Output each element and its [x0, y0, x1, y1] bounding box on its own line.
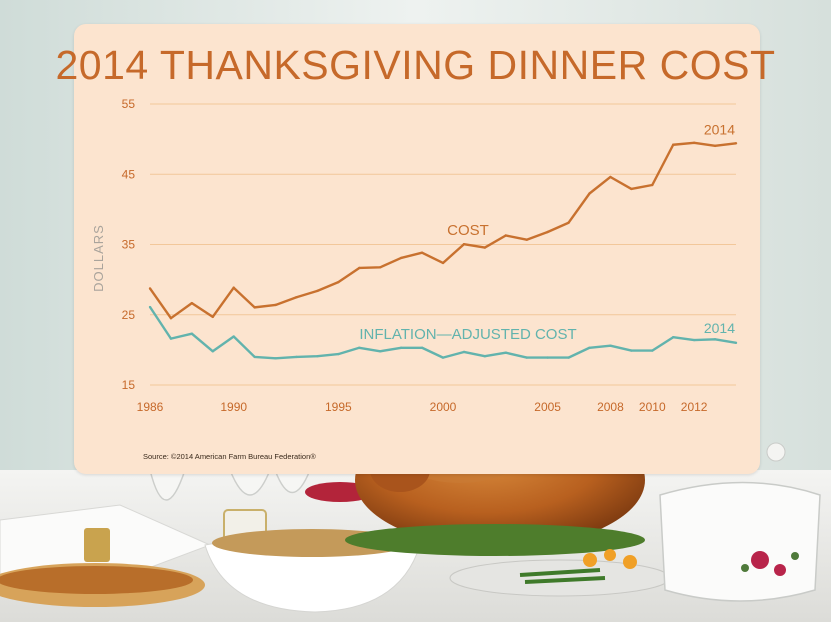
- inflation-data-point: [651, 349, 654, 352]
- inflation-data-point: [316, 354, 319, 358]
- inflation-data-point: [672, 336, 675, 339]
- y-axis-title: DOLLARS: [91, 224, 106, 292]
- x-tick-label: 1995: [325, 400, 352, 414]
- cost-data-point: [734, 142, 738, 145]
- inflation-data-point: [295, 355, 298, 359]
- cost-data-point: [441, 261, 445, 265]
- cost-data-point: [630, 187, 633, 191]
- inflation-data-point: [190, 332, 194, 335]
- cost-data-point: [148, 287, 152, 290]
- cost-data-point: [567, 221, 570, 224]
- cost-data-point: [713, 144, 717, 148]
- inflation-data-point: [525, 356, 528, 359]
- x-tick-label: 2012: [681, 400, 708, 414]
- inflation-data-point: [232, 335, 235, 338]
- cost-data-point: [588, 192, 591, 195]
- cost-end-label: 2014: [704, 121, 735, 137]
- cost-data-point: [316, 289, 319, 293]
- cost-data-point: [169, 316, 173, 320]
- inflation-data-point: [630, 349, 633, 352]
- cost-data-point: [692, 141, 696, 144]
- y-tick-label: 55: [122, 97, 136, 111]
- y-tick-label: 35: [122, 238, 136, 252]
- cost-data-point: [546, 230, 549, 234]
- cost-data-point: [525, 238, 528, 241]
- inflation-data-point: [483, 354, 487, 358]
- inflation-data-point: [462, 350, 466, 354]
- cost-data-point: [274, 303, 277, 307]
- cost-data-point: [379, 266, 382, 269]
- cost-data-point: [253, 306, 256, 309]
- cost-data-point: [609, 175, 612, 179]
- cost-data-point: [190, 301, 194, 305]
- x-tick-label: 2000: [430, 400, 457, 414]
- inflation-data-point: [358, 346, 361, 349]
- cost-series-line: [149, 141, 737, 320]
- inflation-data-point: [713, 338, 717, 341]
- inflation-data-point: [274, 357, 277, 360]
- x-tick-label: 1990: [220, 400, 247, 414]
- inflation-data-point: [169, 337, 173, 340]
- cost-data-point: [358, 266, 361, 270]
- inflation-series-label: INFLATION—ADJUSTED COST: [359, 326, 576, 343]
- cost-series-label: COST: [447, 222, 489, 239]
- inflation-data-point: [609, 344, 612, 347]
- inflation-data-point: [567, 356, 570, 359]
- inflation-data-point: [211, 350, 214, 353]
- inflation-data-point: [734, 341, 738, 345]
- inflation-data-point: [379, 350, 382, 353]
- cost-data-point: [672, 143, 675, 146]
- cost-data-point: [420, 251, 424, 254]
- x-tick-label: 2010: [639, 400, 666, 414]
- cost-data-point: [295, 296, 298, 299]
- y-tick-label: 25: [122, 308, 136, 322]
- x-tick-label: 2005: [534, 400, 561, 414]
- inflation-data-point: [504, 351, 507, 354]
- inflation-data-point: [399, 346, 403, 349]
- source-note: Source: ©2014 American Farm Bureau Feder…: [143, 452, 316, 461]
- inflation-data-point: [546, 356, 549, 359]
- chart-panel: [74, 24, 760, 474]
- cost-data-point: [483, 246, 487, 249]
- cost-data-point: [462, 243, 466, 246]
- y-tick-label: 15: [122, 378, 136, 392]
- inflation-data-point: [420, 346, 424, 349]
- y-tick-label: 45: [122, 167, 136, 181]
- inflation-data-point: [337, 352, 340, 356]
- inflation-data-point: [441, 356, 445, 359]
- cost-data-point: [232, 286, 235, 289]
- cost-data-point: [504, 234, 507, 237]
- cost-data-point: [337, 280, 340, 284]
- inflation-data-point: [148, 305, 152, 309]
- x-tick-label: 1986: [137, 400, 164, 414]
- chart-title: 2014 THANKSGIVING DINNER COST: [55, 42, 776, 88]
- cost-data-point: [399, 256, 403, 260]
- cost-data-point: [651, 183, 654, 187]
- inflation-data-point: [692, 338, 696, 342]
- x-tick-label: 2008: [597, 400, 624, 414]
- cost-data-point: [211, 315, 214, 319]
- inflation-end-label: 2014: [704, 320, 735, 336]
- inflation-data-point: [253, 355, 256, 359]
- inflation-data-point: [588, 346, 591, 349]
